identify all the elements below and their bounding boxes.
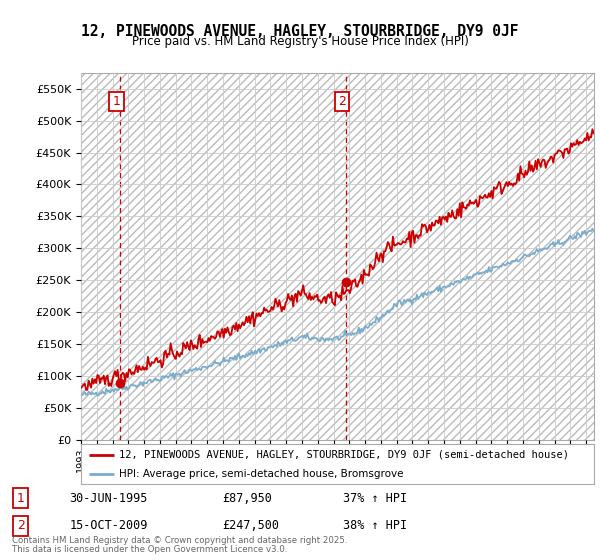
Text: 38% ↑ HPI: 38% ↑ HPI [343, 519, 407, 532]
Text: 1: 1 [113, 95, 121, 108]
Text: £247,500: £247,500 [222, 519, 279, 532]
Bar [81, 73, 594, 440]
Text: 37% ↑ HPI: 37% ↑ HPI [343, 492, 407, 505]
Text: 15-OCT-2009: 15-OCT-2009 [70, 519, 148, 532]
Text: Contains HM Land Registry data © Crown copyright and database right 2025.: Contains HM Land Registry data © Crown c… [12, 536, 347, 545]
Text: 1: 1 [17, 492, 25, 505]
Text: 2: 2 [17, 519, 25, 532]
Text: 12, PINEWOODS AVENUE, HAGLEY, STOURBRIDGE, DY9 0JF: 12, PINEWOODS AVENUE, HAGLEY, STOURBRIDG… [81, 24, 519, 39]
Text: 30-JUN-1995: 30-JUN-1995 [70, 492, 148, 505]
Text: Price paid vs. HM Land Registry's House Price Index (HPI): Price paid vs. HM Land Registry's House … [131, 35, 469, 48]
Text: 2: 2 [338, 95, 346, 108]
Text: £87,950: £87,950 [222, 492, 272, 505]
Text: 12, PINEWOODS AVENUE, HAGLEY, STOURBRIDGE, DY9 0JF (semi-detached house): 12, PINEWOODS AVENUE, HAGLEY, STOURBRIDG… [119, 450, 569, 460]
Text: HPI: Average price, semi-detached house, Bromsgrove: HPI: Average price, semi-detached house,… [119, 469, 404, 478]
Text: This data is licensed under the Open Government Licence v3.0.: This data is licensed under the Open Gov… [12, 545, 287, 554]
